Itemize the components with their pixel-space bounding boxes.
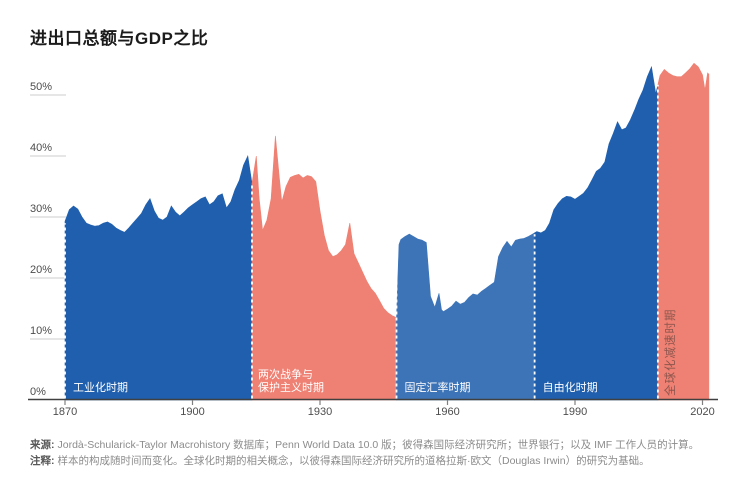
x-tick-label: 1900 bbox=[180, 406, 205, 418]
y-tick-label: 30% bbox=[30, 203, 53, 215]
chart-title: 进出口总额与GDP之比 bbox=[30, 29, 209, 48]
period-label-industrialization: 工业化时期 bbox=[73, 382, 128, 394]
note-label: 注释: bbox=[30, 455, 55, 467]
y-tick-label: 0% bbox=[30, 386, 46, 398]
area-slowbalization bbox=[657, 62, 710, 401]
area-liberalization bbox=[534, 65, 659, 401]
area-industrialization bbox=[64, 154, 253, 401]
source-text: Jordà-Schularick-Taylor Macrohistory 数据库… bbox=[57, 439, 700, 451]
period-label-fixed-exchange: 固定汇率时期 bbox=[404, 382, 471, 394]
y-tick-label: 50% bbox=[30, 81, 53, 93]
y-tick-label: 20% bbox=[30, 264, 53, 276]
source-label: 来源: bbox=[30, 439, 55, 451]
note-text: 样本的构成随时间而变化。全球化时期的相关概念，以彼得森国际经济研究所的道格拉斯·… bbox=[57, 455, 650, 467]
area-fixed-exchange bbox=[396, 232, 535, 401]
y-tick-label: 10% bbox=[30, 325, 53, 337]
note-line: 注释: 样本的构成随时间而变化。全球化时期的相关概念，以彼得森国际经济研究所的道格… bbox=[30, 454, 735, 468]
x-tick-label: 1870 bbox=[52, 406, 78, 418]
area-wars-protectionism bbox=[251, 135, 397, 401]
x-tick-label: 1990 bbox=[562, 406, 588, 418]
period-label-wars-protectionism: 两次战争与 保护主义时期 bbox=[258, 369, 324, 394]
x-tick-label: 1930 bbox=[307, 406, 333, 418]
x-tick-label: 2020 bbox=[690, 406, 715, 418]
y-tick-label: 40% bbox=[30, 142, 53, 154]
source-line: 来源: Jordà-Schularick-Taylor Macrohistory … bbox=[30, 438, 735, 452]
period-label-slowbalization: 全球化减速时期 bbox=[664, 308, 677, 397]
x-tick-label: 1960 bbox=[435, 406, 460, 418]
period-label-liberalization: 自由化时期 bbox=[542, 382, 598, 394]
